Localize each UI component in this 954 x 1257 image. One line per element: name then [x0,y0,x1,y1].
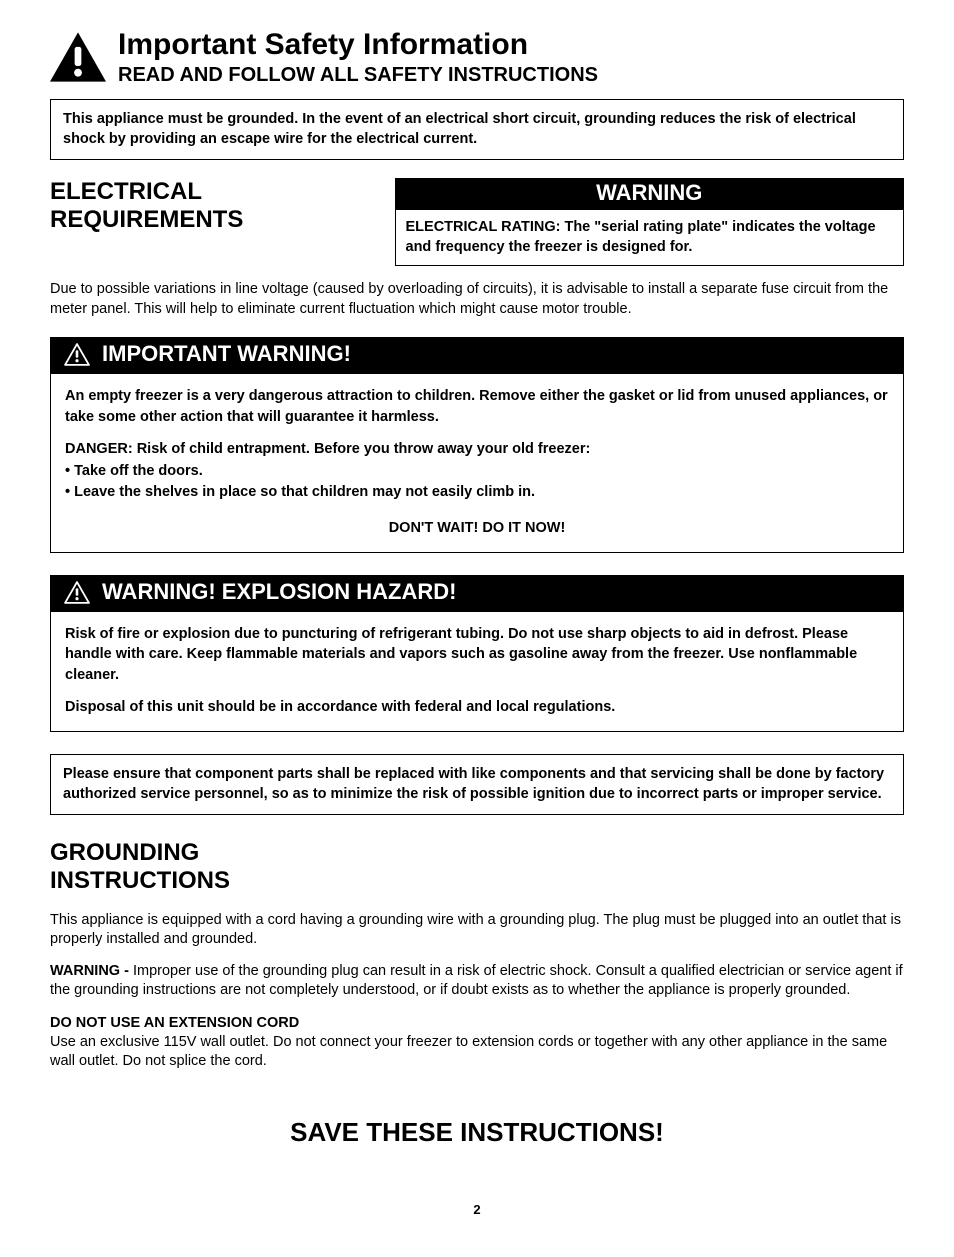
grounding-heading: GROUNDING INSTRUCTIONS [50,839,904,894]
explosion-warning-header: WARNING! EXPLOSION HAZARD! [50,575,904,611]
electrical-heading: ELECTRICAL REQUIREMENTS [50,178,375,233]
page-title: Important Safety Information [118,28,598,62]
grounding-p1: This appliance is equipped with a cord h… [50,911,904,949]
grounding-p2: WARNING - Improper use of the grounding … [50,962,904,1000]
electrical-heading-col: ELECTRICAL REQUIREMENTS [50,178,375,266]
page-header: Important Safety Information READ AND FO… [50,28,904,87]
important-warning-p3: DON'T WAIT! DO IT NOW! [65,518,889,538]
grounding-heading-line2: INSTRUCTIONS [50,867,230,894]
warning-triangle-icon [50,32,106,82]
warning-triangle-outline-icon [64,343,90,366]
important-warning-p2: DANGER: Risk of child entrapment. Before… [65,439,889,459]
explosion-p1: Risk of fire or explosion due to punctur… [65,624,889,685]
important-warning-p1: An empty freezer is a very dangerous att… [65,386,889,427]
important-warning-bullet2: • Leave the shelves in place so that chi… [65,482,889,502]
grounding-heading-line1: GROUNDING [50,839,199,866]
warning-triangle-outline-icon [64,581,90,604]
page-subtitle: READ AND FOLLOW ALL SAFETY INSTRUCTIONS [118,64,598,87]
electrical-heading-line1: ELECTRICAL [50,178,202,205]
explosion-warning-header-text: WARNING! EXPLOSION HAZARD! [102,579,456,605]
explosion-p2: Disposal of this unit should be in accor… [65,697,889,717]
grounding-p2-label: WARNING - [50,963,129,979]
important-warning-box: An empty freezer is a very dangerous att… [50,373,904,553]
extension-cord-heading: DO NOT USE AN EXTENSION CORD [50,1014,904,1033]
important-warning-header: IMPORTANT WARNING! [50,337,904,373]
service-box: Please ensure that component parts shall… [50,754,904,815]
grounding-p2-rest: Improper use of the grounding plug can r… [50,963,903,998]
electrical-requirements-section: ELECTRICAL REQUIREMENTS WARNING ELECTRIC… [50,178,904,266]
grounding-section: GROUNDING INSTRUCTIONS This appliance is… [50,839,904,1070]
electrical-body: Due to possible variations in line volta… [50,280,904,319]
electrical-heading-line2: REQUIREMENTS [50,206,243,233]
explosion-warning-box: Risk of fire or explosion due to punctur… [50,611,904,732]
important-warning-bullet1: • Take off the doors. [65,461,889,481]
electrical-warning-col: WARNING ELECTRICAL RATING: The "serial r… [395,178,904,266]
important-warning-header-text: IMPORTANT WARNING! [102,341,351,367]
intro-box: This appliance must be grounded. In the … [50,99,904,160]
save-instructions: SAVE THESE INSTRUCTIONS! [50,1117,904,1148]
electrical-rating-box: ELECTRICAL RATING: The "serial rating pl… [395,210,904,266]
grounding-p3: Use an exclusive 115V wall outlet. Do no… [50,1033,904,1071]
warning-bar: WARNING [395,178,904,210]
header-text: Important Safety Information READ AND FO… [118,28,598,87]
page-number: 2 [50,1202,904,1217]
